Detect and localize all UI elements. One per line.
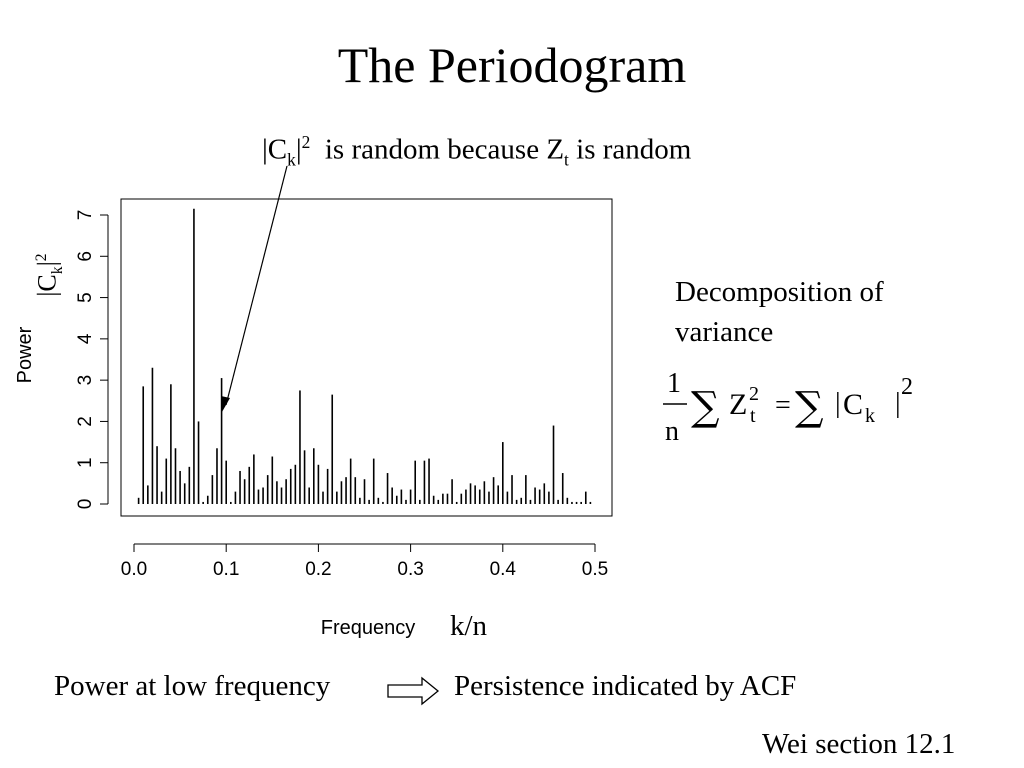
slide-title: The Periodogram: [337, 37, 687, 93]
x-tick-label: 0.0: [121, 559, 147, 580]
y-math-label: |Ck|2: [33, 253, 67, 296]
y-tick-label: 6: [75, 251, 96, 262]
y-math-sub: k: [48, 266, 66, 275]
variance-formula: 1 n ∑ Z 2 t = ∑ | C k | 2: [663, 368, 913, 447]
formula-bar-2: |: [895, 388, 901, 419]
y-tick-label: 7: [75, 210, 96, 221]
annotation-z-sub: t: [564, 149, 569, 170]
decomposition-line2: variance: [675, 316, 774, 348]
annotation-c-sub: k: [287, 149, 296, 170]
formula-bar-1: |: [835, 388, 841, 419]
y-axis-title: Power: [14, 326, 36, 383]
decomposition-text: Decomposition of variance: [675, 272, 884, 352]
formula-denominator: n: [665, 416, 679, 447]
formula-numerator: 1: [667, 368, 681, 399]
implies-arrow-icon: [387, 676, 440, 706]
annotation-c-sup: 2: [301, 132, 311, 152]
x-tick-label: 0.1: [213, 559, 239, 580]
x-tick-label: 0.4: [490, 559, 517, 580]
x-tick-label: 0.5: [582, 559, 608, 580]
formula-c: C: [843, 388, 863, 421]
reference-text: Wei section 12.1: [762, 728, 956, 760]
low-frequency-text: Power at low frequency: [54, 670, 331, 702]
formula-z-sub: t: [750, 405, 756, 427]
annotation-mid: is random because Z: [310, 133, 565, 166]
formula-sum-1: ∑: [691, 384, 720, 430]
y-tick-label: 3: [75, 375, 96, 386]
formula-sup: 2: [901, 374, 913, 400]
x-axis-title: Frequency: [321, 617, 416, 639]
annotation-bar: |: [295, 133, 302, 166]
annotation-end: is random: [568, 133, 692, 166]
y-tick-label: 1: [75, 457, 96, 468]
formula-equals: =: [775, 390, 791, 421]
x-tick-label: 0.3: [397, 559, 423, 580]
annotation-arrow-line: [225, 165, 288, 406]
y-tick-label: 0: [75, 499, 96, 510]
plot-frame: [120, 198, 613, 517]
y-tick-label: 2: [75, 416, 96, 427]
formula-z-sup: 2: [749, 383, 759, 405]
x-math-label: k/n: [450, 610, 488, 642]
annotation-text: |Ck|2 is random because Zt is random: [262, 132, 691, 170]
annotation-c: |C: [262, 133, 288, 166]
x-tick-label: 0.2: [305, 559, 331, 580]
y-tick-label: 5: [75, 292, 96, 303]
y-math-bar: |: [32, 261, 62, 267]
y-tick-label: 4: [75, 333, 96, 344]
formula-z: Z: [729, 388, 747, 421]
formula-sum-2: ∑: [795, 384, 824, 430]
y-math-sup: 2: [32, 253, 50, 262]
formula-c-sub: k: [865, 405, 875, 427]
annotation-arrow-head-icon: [221, 396, 230, 412]
persistence-text: Persistence indicated by ACF: [454, 670, 797, 702]
y-math-c: |C: [32, 274, 62, 297]
decomposition-line1: Decomposition of: [675, 276, 884, 308]
